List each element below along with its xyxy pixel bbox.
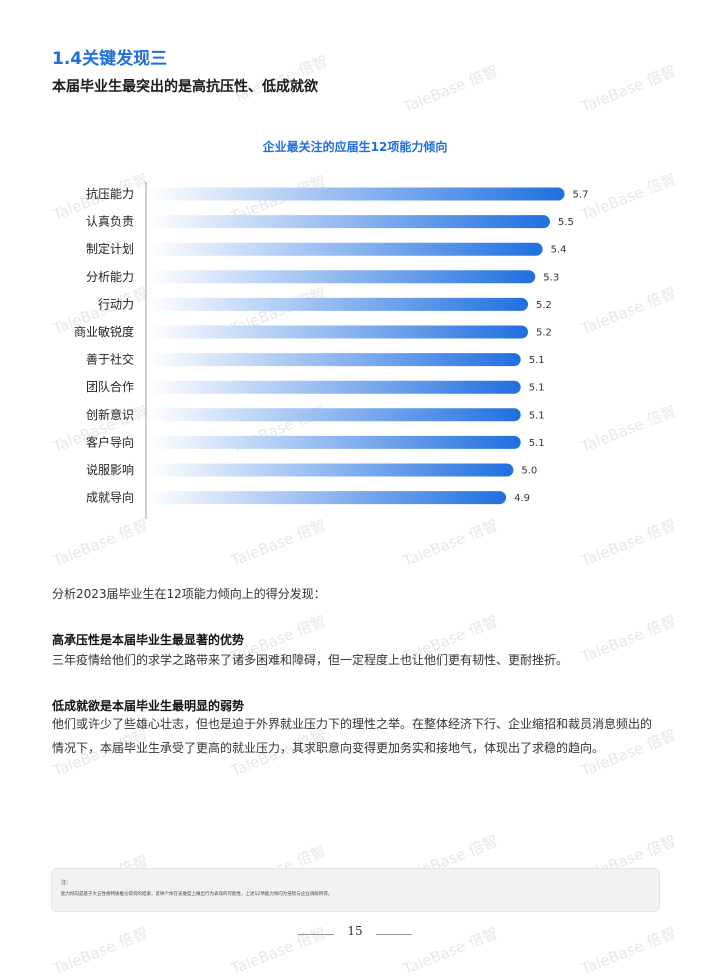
bar <box>148 242 543 256</box>
value-label: 5.4 <box>551 245 567 256</box>
bar <box>148 353 521 367</box>
value-label: 4.9 <box>514 493 530 504</box>
value-label: 5.3 <box>543 272 559 283</box>
bar <box>148 380 521 394</box>
bar <box>148 491 507 505</box>
chart-title: 企业最关注的应届生12项能力倾向 <box>262 140 448 154</box>
value-label: 5.1 <box>529 355 545 366</box>
bar <box>148 325 528 339</box>
category-label: 说服影响 <box>86 462 134 477</box>
value-label: 5.5 <box>558 217 574 228</box>
category-label: 抗压能力 <box>86 186 134 201</box>
category-label: 认真负责 <box>86 215 134 229</box>
finding-heading-weakness: 低成就欲是本届毕业生最明显的弱势 <box>52 699 245 713</box>
footnote-box: 注： 能力倾向是基于大五性格特质推论得到的结果，反映个体在该维度上做出行为表现的… <box>51 868 660 912</box>
bar <box>148 408 521 422</box>
bar <box>148 270 536 284</box>
section-subtitle: 本届毕业生最突出的是高抗压性、低成就欲 <box>52 79 318 95</box>
value-label: 5.2 <box>536 328 552 339</box>
category-label: 创新意识 <box>86 407 134 422</box>
value-label: 5.1 <box>529 438 545 449</box>
footnote-label: 注： <box>61 880 72 886</box>
category-label: 团队合作 <box>86 379 134 394</box>
value-label: 5.7 <box>573 190 589 201</box>
value-label: 5.1 <box>529 410 545 421</box>
bar <box>148 297 528 311</box>
category-label: 客户导向 <box>86 434 134 449</box>
value-label: 5.2 <box>536 300 552 311</box>
watermark-text: TaleBase 倍智 <box>400 61 501 117</box>
section-title: 1.4关键发现三 <box>52 49 168 69</box>
category-label: 行动力 <box>98 297 134 311</box>
value-label: 5.1 <box>529 383 545 394</box>
finding-text-strength: 三年疫情给他们的求学之路带来了诸多困难和障碍，但一定程度上也让他们更有韧性、更耐… <box>52 653 569 667</box>
value-label: 5.0 <box>521 466 537 477</box>
bar <box>148 187 565 201</box>
bar <box>148 435 521 449</box>
watermark-text: TaleBase 倍智 <box>578 61 679 117</box>
page-number-line-left <box>298 934 334 935</box>
category-label: 成就导向 <box>86 490 134 505</box>
category-label: 分析能力 <box>86 270 134 284</box>
page-number-line-right <box>376 934 412 935</box>
bar <box>148 463 514 477</box>
category-label: 制定计划 <box>86 241 134 256</box>
footnote-text: 能力倾向是基于大五性格特质推论得到的结果，反映个体在该维度上做出行为表现的可能性… <box>61 892 333 897</box>
finding-heading-strength: 高承压性是本届毕业生最显著的优势 <box>52 633 245 647</box>
category-label: 善于社交 <box>86 352 134 367</box>
finding-text-weakness: 他们或许少了些雄心壮志，但也是迫于外界就业压力下的理性之举。在整体经济下行、企业… <box>52 717 653 755</box>
analysis-intro: 分析2023届毕业生在12项能力倾向上的得分发现： <box>52 587 326 601</box>
bar <box>148 215 550 229</box>
ability-bar-chart: 抗压能力 5.7 认真负责 5.5 制定计划 5.4 分析能力 5.3 行动力 5.2 商业敏锐度 5… <box>74 182 589 519</box>
category-label: 商业敏锐度 <box>74 324 134 339</box>
page-number: 15 <box>347 924 363 938</box>
